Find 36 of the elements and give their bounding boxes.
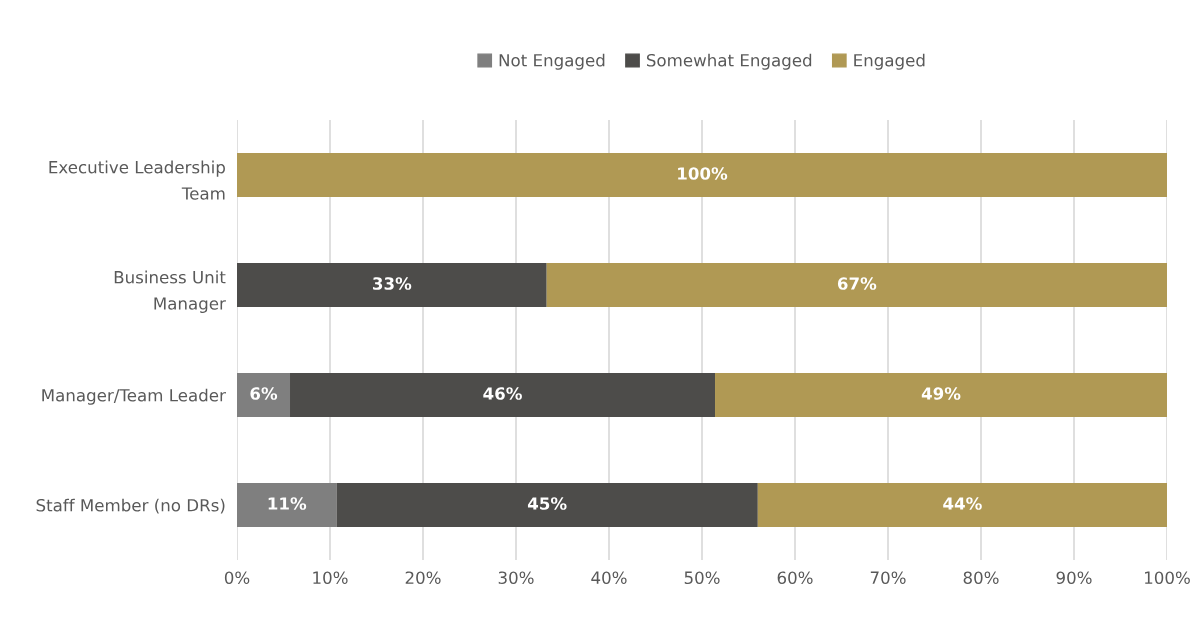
- data-label: 44%: [943, 497, 982, 510]
- bar: [237, 263, 547, 307]
- x-tick-label: 20%: [405, 571, 441, 585]
- x-tick-label: 30%: [498, 571, 534, 585]
- y-tick-label: Business Unit Manager: [114, 270, 226, 313]
- legend-label: Not Engaged: [499, 53, 605, 70]
- data-label: 49%: [921, 387, 961, 400]
- bar: [715, 373, 1167, 417]
- bar: [237, 373, 291, 417]
- x-tick-label: 70%: [870, 571, 906, 585]
- bar: [336, 483, 758, 527]
- bar: [757, 483, 1167, 527]
- bar: [237, 483, 337, 527]
- x-tick-label: 80%: [963, 571, 999, 585]
- data-label: 45%: [527, 497, 567, 510]
- x-tick-label: 50%: [684, 571, 720, 585]
- data-label: 33%: [373, 277, 412, 290]
- bar: [546, 263, 1167, 307]
- data-label: 11%: [268, 497, 307, 510]
- data-label: 100%: [678, 167, 728, 180]
- x-tick-label: 40%: [591, 571, 627, 585]
- y-tick-label: Staff Member (no DRs): [36, 498, 225, 514]
- x-tick-label: 100%: [1145, 571, 1190, 585]
- data-label: 6%: [250, 387, 278, 400]
- legend-label: Engaged: [854, 53, 925, 70]
- y-tick-label: Manager/Team Leader: [42, 388, 226, 405]
- x-tick-label: 0%: [224, 571, 250, 585]
- y-tick-label: Executive Leadership Team: [49, 160, 225, 200]
- x-tick-label: 90%: [1056, 571, 1092, 585]
- bar: [290, 373, 716, 417]
- x-tick-label: 10%: [313, 571, 348, 585]
- data-label: 67%: [837, 277, 877, 290]
- legend-label: Somewhat Engaged: [646, 53, 812, 70]
- bar: [237, 153, 1167, 197]
- data-label: 46%: [483, 387, 522, 400]
- x-tick-label: 60%: [777, 571, 813, 585]
